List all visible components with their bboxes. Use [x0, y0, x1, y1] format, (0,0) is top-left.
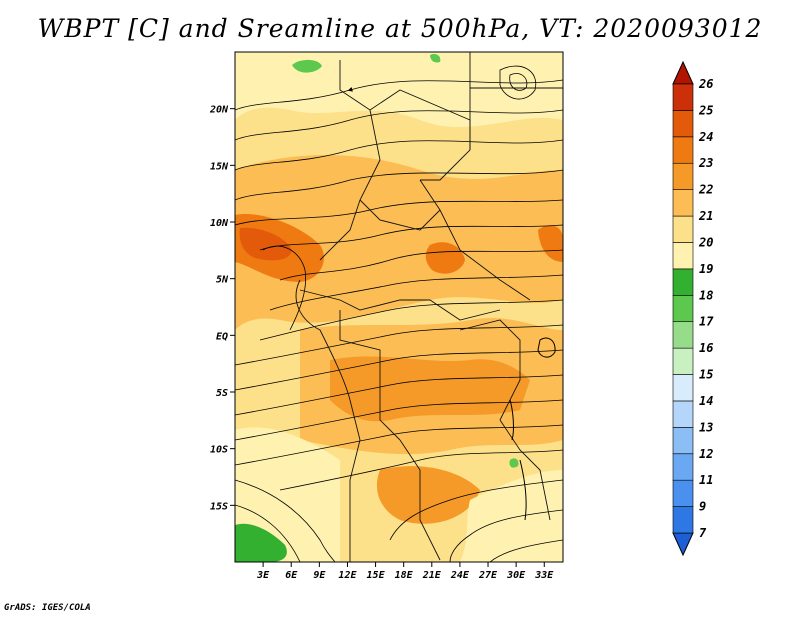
lakes	[509, 337, 556, 521]
lon-tick-label: 33E	[534, 570, 554, 581]
map-frame	[234, 51, 564, 563]
colorbar-label: 15	[699, 368, 713, 382]
lat-tick-label: 15S	[210, 501, 228, 512]
colorbar-box	[672, 479, 694, 507]
colorbar-box	[672, 268, 694, 296]
colorbar-box	[672, 162, 694, 190]
colorbar: 7 9 11 12 13 14 15 16 17 18 19 20 21 22 23 24 25 26	[672, 60, 714, 557]
colorbar-label: 18	[699, 288, 713, 302]
lat-tick-label: 15N	[210, 161, 229, 172]
colorbar-box	[672, 321, 694, 349]
colorbar-box	[672, 400, 694, 428]
colorbar-box	[672, 83, 694, 111]
colorbar-bottom-triangle	[672, 532, 694, 557]
colorbar-box	[672, 453, 694, 481]
lat-tick-label: 5N	[216, 275, 229, 286]
colorbar-box	[672, 374, 694, 402]
colorbar-label: 26	[698, 77, 713, 91]
lon-tick-label: 6E	[285, 570, 298, 581]
lat-tick-label: 10S	[210, 445, 228, 456]
colorbar-label: 9	[699, 500, 706, 514]
colorbar-box	[672, 294, 694, 323]
lon-tick-label: 9E	[313, 570, 326, 581]
colorbar-box	[672, 427, 694, 455]
lon-tick-label: 30E	[506, 570, 526, 581]
lat-axis: 20N 15N 10N 5N EQ 5S 10S 15S	[209, 105, 235, 512]
lat-tick-label: 20N	[209, 105, 229, 116]
colorbar-label: 11	[699, 473, 713, 487]
lon-tick-label: 27E	[478, 570, 498, 581]
lon-tick-label: 15E	[367, 570, 386, 581]
country-boundaries	[295, 52, 563, 562]
colorbar-box	[672, 136, 694, 164]
lat-tick-label: EQ	[216, 331, 228, 342]
map-title: WBPT [C] and Sreamline at 500hPa, VT: 20…	[37, 14, 763, 43]
colorbar-label: 13	[699, 420, 713, 434]
lat-tick-label: 5S	[216, 388, 228, 399]
colorbar-box	[672, 506, 694, 534]
lon-axis: 3E 6E 9E 12E 15E 18E 21E 24E 27E 30E 33E	[256, 562, 554, 581]
lon-tick-label: 12E	[338, 570, 357, 581]
colorbar-label: 20	[698, 235, 713, 249]
colorbar-label: 19	[699, 262, 713, 276]
colorbar-box	[672, 347, 694, 375]
colorbar-box	[672, 189, 694, 217]
lat-tick-label: 10N	[210, 218, 229, 229]
colorbar-top-triangle	[672, 60, 694, 85]
colorbar-box	[672, 110, 694, 138]
colorbar-box	[672, 242, 694, 270]
lon-tick-label: 3E	[256, 570, 270, 581]
colorbar-label: 17	[699, 315, 714, 329]
colorbar-box	[672, 215, 694, 243]
lon-tick-label: 21E	[422, 570, 442, 581]
colorbar-label: 16	[699, 341, 713, 355]
colorbar-label: 21	[698, 209, 713, 223]
colorbar-label: 24	[698, 130, 713, 144]
colorbar-label: 23	[698, 156, 713, 170]
lon-tick-label: 18E	[395, 570, 414, 581]
colorbar-label: 7	[699, 526, 707, 540]
colorbar-label: 12	[699, 447, 713, 461]
colorbar-label: 22	[698, 183, 713, 197]
lon-tick-label: 24E	[450, 570, 470, 581]
wbpt-field	[235, 52, 563, 562]
grads-credit: GrADS: IGES/COLA	[4, 603, 91, 613]
streamlines	[235, 65, 563, 562]
colorbar-label: 14	[699, 394, 713, 408]
colorbar-label: 25	[698, 103, 713, 117]
